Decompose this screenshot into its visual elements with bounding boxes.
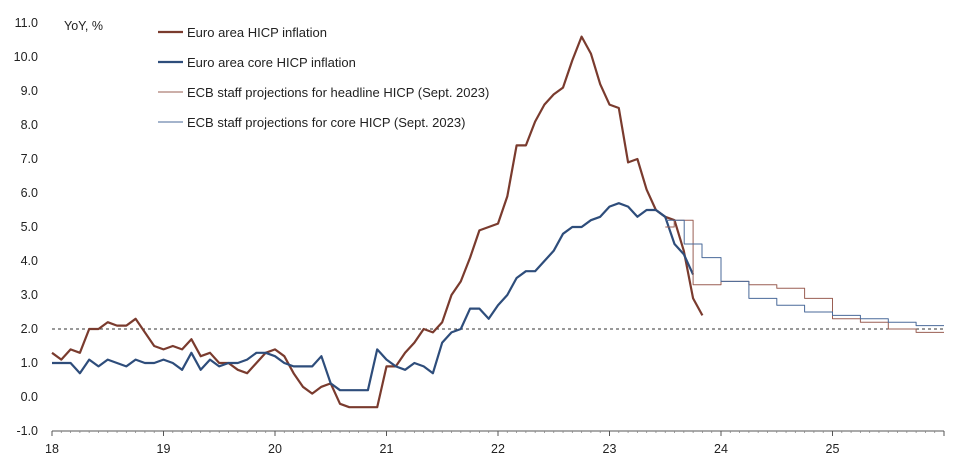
- series-line-3: [665, 219, 944, 333]
- x-tick-label: 21: [380, 442, 394, 456]
- x-tick-label: 24: [714, 442, 728, 456]
- y-tick-label: 8.0: [21, 118, 38, 132]
- x-axis: 18 19 20 21 22 23 24 25: [45, 430, 945, 456]
- y-tick-label: 1.0: [21, 356, 38, 370]
- series-line-1: [51, 35, 704, 409]
- legend-label-1: Euro area HICP inflation: [187, 25, 327, 40]
- y-tick-label: 3.0: [21, 288, 38, 302]
- y-tick-label: 2.0: [21, 322, 38, 336]
- y-tick-label: 4.0: [21, 254, 38, 268]
- legend-label-2: Euro area core HICP inflation: [187, 55, 356, 70]
- series-layer: [51, 35, 944, 409]
- y-tick-label: 6.0: [21, 186, 38, 200]
- y-tick-label: -1.0: [16, 424, 38, 438]
- x-tick-label: 18: [45, 442, 59, 456]
- x-tick-label: 19: [157, 442, 171, 456]
- legend: Euro area HICP inflation Euro area core H…: [158, 25, 489, 130]
- legend-label-3: ECB staff projections for headline HICP …: [187, 85, 489, 100]
- x-tick-label: 25: [826, 442, 840, 456]
- x-tick-label: 23: [603, 442, 617, 456]
- y-tick-label: 11.0: [15, 16, 38, 30]
- series-line-2: [52, 202, 695, 392]
- x-tick-label: 20: [268, 442, 282, 456]
- y-axis-ticks: -1.0 0.0 1.0 2.0 3.0 4.0 5.0 6.0 7.0 8.0 9.0 10.0 11…: [14, 16, 38, 438]
- series-line-4: [665, 219, 944, 327]
- y-tick-label: 9.0: [21, 84, 38, 98]
- legend-label-4: ECB staff projections for core HICP (Sep…: [187, 115, 465, 130]
- x-tick-label: 22: [491, 442, 505, 456]
- y-tick-label: 10.0: [14, 50, 38, 64]
- y-axis-label: YoY, %: [64, 19, 103, 33]
- y-tick-label: 0.0: [21, 390, 38, 404]
- y-tick-label: 7.0: [21, 152, 38, 166]
- y-tick-label: 5.0: [21, 220, 38, 234]
